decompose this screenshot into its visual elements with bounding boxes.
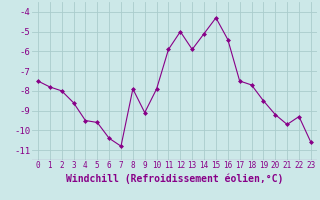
X-axis label: Windchill (Refroidissement éolien,°C): Windchill (Refroidissement éolien,°C) (66, 173, 283, 184)
